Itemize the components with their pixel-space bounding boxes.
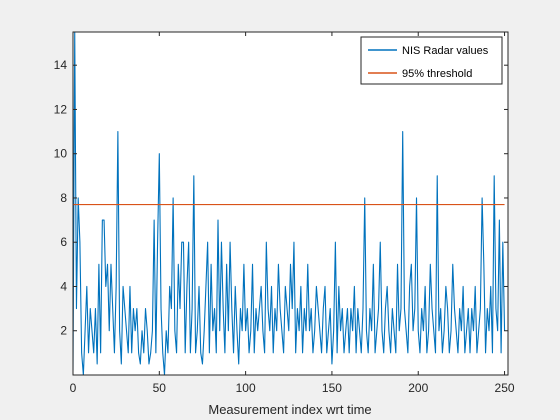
x-tick-label: 200	[408, 381, 428, 395]
ticks-layer: 0 50 100 150 200 250 2 4 6 8 10 12 14	[54, 32, 515, 395]
y-tick-label: 14	[54, 58, 68, 72]
legend-label-threshold: 95% threshold	[402, 68, 472, 80]
axes-box	[72, 31, 509, 376]
x-tick-label: 100	[236, 381, 256, 395]
legend-box	[360, 36, 503, 85]
x-tick-label: 0	[70, 381, 77, 395]
x-tick-label: 150	[322, 381, 342, 395]
y-tick-label: 12	[54, 102, 68, 116]
y-tick-label: 6	[60, 235, 67, 249]
legend: NIS Radar values 95% threshold	[360, 36, 503, 85]
x-axis-title: Measurement index wrt time	[208, 402, 371, 417]
y-tick-label: 8	[60, 191, 67, 205]
legend-label-nis: NIS Radar values	[402, 45, 489, 57]
y-tick-label: 4	[60, 279, 67, 293]
x-tick-label: 250	[495, 381, 515, 395]
series-line-0	[73, 32, 506, 375]
series-layer	[73, 32, 506, 375]
y-tick-label: 10	[54, 147, 68, 161]
x-tick-label: 50	[153, 381, 167, 395]
y-tick-label: 2	[60, 324, 67, 338]
